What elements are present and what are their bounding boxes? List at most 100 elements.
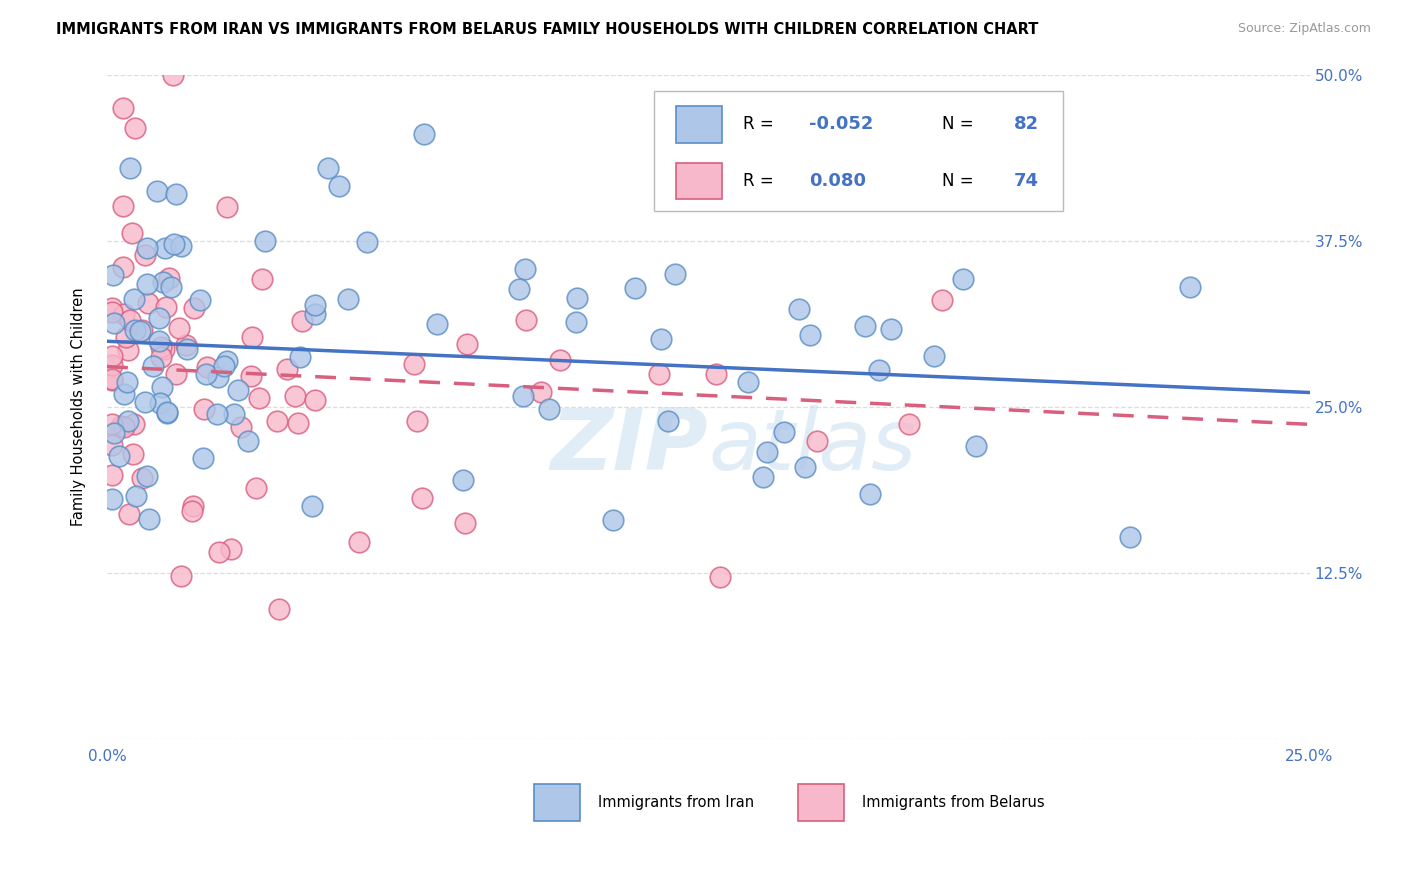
Point xyxy=(148,311,170,326)
FancyBboxPatch shape xyxy=(676,106,721,143)
Text: IMMIGRANTS FROM IRAN VS IMMIGRANTS FROM BELARUS FAMILY HOUSEHOLDS WITH CHILDREN : IMMIGRANTS FROM IRAN VS IMMIGRANTS FROM … xyxy=(56,22,1039,37)
Point xyxy=(149,396,172,410)
Point xyxy=(101,305,124,319)
Point xyxy=(150,380,173,394)
Point xyxy=(316,161,339,176)
Point xyxy=(155,241,177,255)
Point xyxy=(193,401,215,416)
Text: N =: N = xyxy=(942,172,979,190)
Point xyxy=(101,301,124,315)
Point xyxy=(165,187,187,202)
Point xyxy=(131,471,153,485)
Point xyxy=(290,350,312,364)
Point xyxy=(337,292,360,306)
Point xyxy=(162,68,184,82)
Point xyxy=(118,507,141,521)
Point xyxy=(266,413,288,427)
Point xyxy=(207,370,229,384)
Point xyxy=(138,512,160,526)
Point xyxy=(117,343,139,357)
Point xyxy=(134,248,156,262)
Point xyxy=(304,392,326,407)
Point xyxy=(101,358,124,372)
Point xyxy=(245,481,267,495)
Point xyxy=(160,280,183,294)
Point xyxy=(240,368,263,383)
Point xyxy=(231,419,253,434)
Point xyxy=(101,268,124,282)
Point xyxy=(110,419,132,434)
Point xyxy=(101,467,124,482)
Point xyxy=(304,307,326,321)
FancyBboxPatch shape xyxy=(534,784,579,821)
Point xyxy=(737,375,759,389)
Point xyxy=(101,372,124,386)
Point xyxy=(212,359,235,373)
Point xyxy=(250,272,273,286)
Point xyxy=(412,128,434,142)
Point xyxy=(287,417,309,431)
Point xyxy=(456,337,478,351)
Point xyxy=(115,376,138,390)
Point xyxy=(301,500,323,514)
Text: R =: R = xyxy=(744,115,779,134)
Point xyxy=(152,275,174,289)
Point xyxy=(508,282,530,296)
Point xyxy=(931,293,953,307)
Text: N =: N = xyxy=(942,115,979,134)
Point xyxy=(1178,280,1201,294)
Point xyxy=(170,239,193,253)
Point xyxy=(112,260,135,275)
Point xyxy=(853,318,876,333)
Point xyxy=(170,569,193,583)
Point xyxy=(149,350,172,364)
Point xyxy=(806,434,828,448)
FancyBboxPatch shape xyxy=(654,91,1063,211)
Point xyxy=(356,235,378,250)
Point xyxy=(191,450,214,465)
Point xyxy=(188,293,211,307)
Point xyxy=(165,367,187,381)
Point xyxy=(124,323,146,337)
Point xyxy=(156,406,179,420)
Point xyxy=(965,439,987,453)
Point xyxy=(103,316,125,330)
Point xyxy=(117,414,139,428)
Point xyxy=(880,153,903,168)
Text: R =: R = xyxy=(744,172,785,190)
Point xyxy=(205,407,228,421)
Point xyxy=(755,445,778,459)
Point xyxy=(181,504,204,518)
Point xyxy=(111,199,134,213)
Point xyxy=(868,362,890,376)
Text: Source: ZipAtlas.com: Source: ZipAtlas.com xyxy=(1237,22,1371,36)
Text: 74: 74 xyxy=(1014,172,1039,190)
Point xyxy=(114,330,136,344)
Point xyxy=(112,307,135,321)
Point xyxy=(799,328,821,343)
Point xyxy=(454,516,477,530)
Point xyxy=(181,499,204,513)
Point xyxy=(404,357,426,371)
Point xyxy=(267,602,290,616)
Point xyxy=(898,417,921,431)
Point xyxy=(647,368,669,382)
Point xyxy=(219,541,242,556)
Point xyxy=(131,323,153,337)
Point xyxy=(122,417,145,431)
Point xyxy=(136,469,159,483)
Point xyxy=(148,334,170,348)
Text: Immigrants from Iran: Immigrants from Iran xyxy=(598,795,754,810)
Point xyxy=(253,234,276,248)
Point xyxy=(538,401,561,416)
Point xyxy=(157,271,180,285)
Y-axis label: Family Households with Children: Family Households with Children xyxy=(72,287,86,526)
Text: -0.052: -0.052 xyxy=(810,115,873,134)
Point xyxy=(222,407,245,421)
Point xyxy=(752,470,775,484)
Point xyxy=(108,450,131,464)
Point xyxy=(101,350,124,364)
Point xyxy=(347,535,370,549)
Point xyxy=(124,120,146,135)
Point xyxy=(565,291,588,305)
